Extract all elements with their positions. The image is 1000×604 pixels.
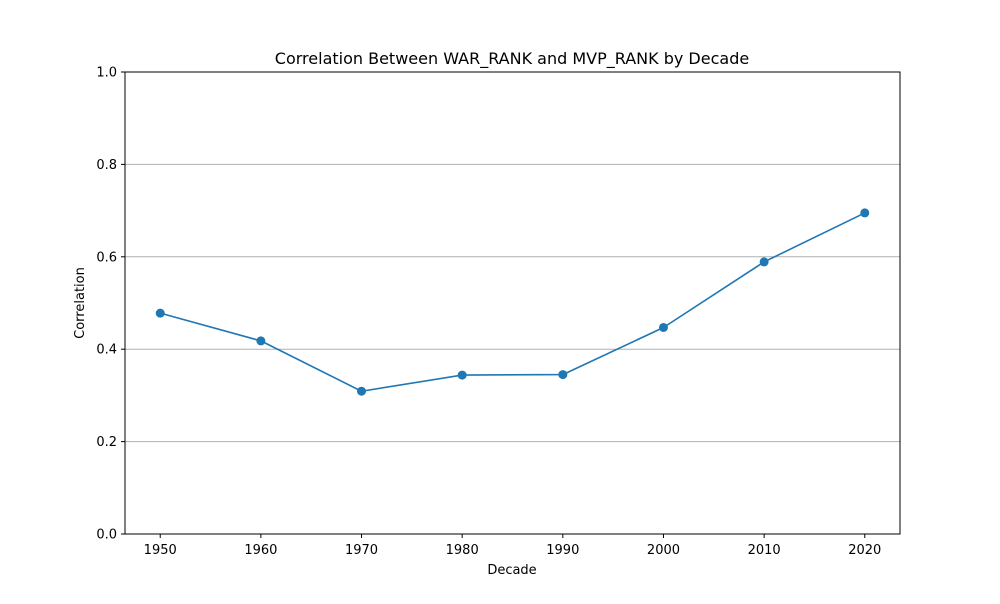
y-axis-label: Correlation — [73, 267, 88, 339]
series-line — [160, 212, 866, 393]
x-tick-label: 2010 — [748, 543, 781, 558]
data-point — [558, 370, 568, 380]
chart-title: Correlation Between WAR_RANK and MVP_RAN… — [275, 49, 749, 69]
y-tick-label: 0.6 — [96, 250, 117, 265]
series-layer — [155, 208, 870, 396]
x-tick-label: 1950 — [144, 543, 177, 558]
plot-frame — [124, 71, 901, 535]
data-point — [658, 322, 668, 332]
data-point — [357, 386, 367, 396]
y-tick-label: 0.8 — [96, 158, 117, 173]
x-tick-label: 1990 — [546, 543, 579, 558]
x-axis-label: Decade — [487, 563, 536, 578]
x-tick-label: 1960 — [244, 543, 277, 558]
data-point — [457, 370, 467, 380]
data-point — [759, 257, 769, 267]
data-point — [256, 336, 266, 346]
y-tick-label: 0.2 — [96, 435, 117, 450]
data-point — [860, 208, 870, 218]
y-tick-label: 0.4 — [96, 343, 117, 358]
y-tick-label: 0.0 — [96, 528, 117, 543]
x-tick-label: 1970 — [345, 543, 378, 558]
y-tick-label: 1.0 — [96, 66, 117, 81]
x-tick-label: 2020 — [848, 543, 881, 558]
data-point — [155, 308, 165, 318]
axis-layer: 0.0 0.2 0.4 0.6 0.8 1.0 1950 1960 1970 1980 1990 20… — [96, 66, 881, 559]
x-tick-label: 2000 — [647, 543, 680, 558]
x-tick-label: 1980 — [446, 543, 479, 558]
